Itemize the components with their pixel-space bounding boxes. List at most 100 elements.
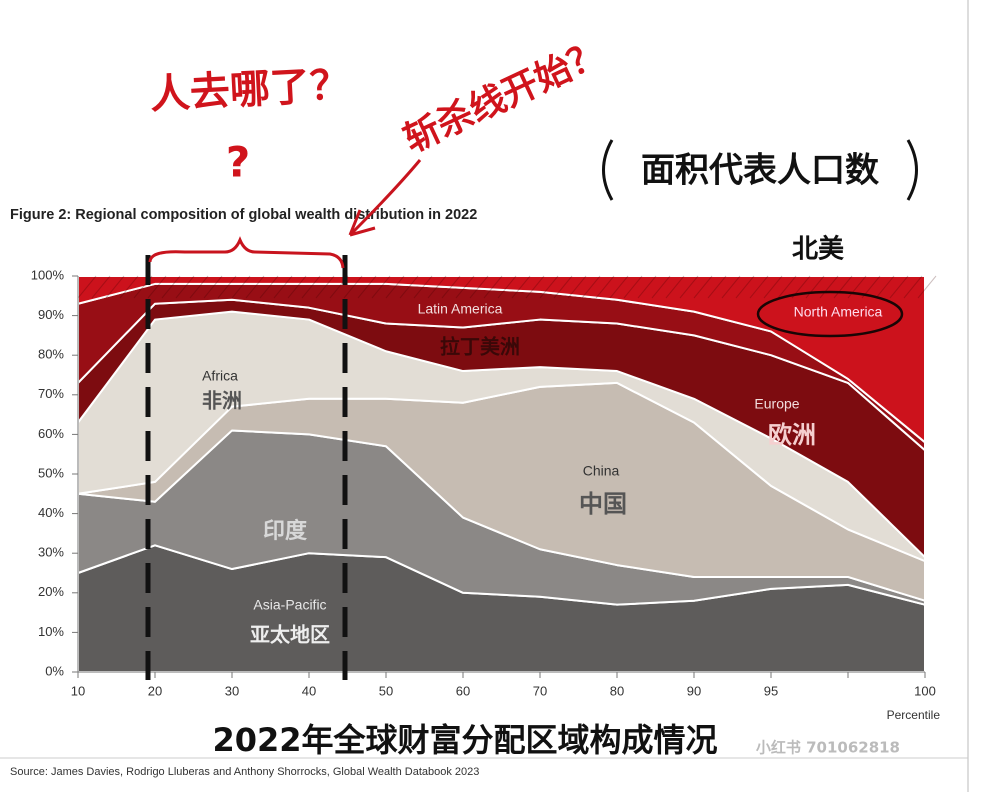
annotation: 亚太地区 <box>250 623 330 647</box>
series-label: Asia-Pacific <box>253 597 326 613</box>
series-label: Europe <box>754 396 799 412</box>
hatch-line <box>903 275 923 299</box>
x-tick-label: 60 <box>456 683 470 698</box>
y-tick-label: 0% <box>45 663 64 678</box>
hatch-line <box>917 275 937 299</box>
circle-mark <box>756 290 904 338</box>
annotation: ? <box>226 138 250 187</box>
plot-area: 0% 10% 20% 30% 40% 50% 60% 70% 80% 90% 100% 10 20 30 4… <box>31 267 937 698</box>
hatch-line <box>483 275 503 299</box>
annotation: 2022年全球财富分配区域构成情况 <box>212 721 717 759</box>
brace <box>148 236 345 269</box>
hatch-line <box>91 275 111 299</box>
hatch-line <box>301 275 321 299</box>
hatch-line <box>511 275 531 299</box>
hatch-line <box>203 275 223 299</box>
hatch-line <box>875 275 895 299</box>
hatch-line <box>833 275 853 299</box>
annotation: 人去哪了？ <box>149 62 351 118</box>
y-tick-label: 80% <box>38 347 64 362</box>
hatch-line <box>161 275 181 299</box>
parentheses <box>602 139 918 201</box>
x-tick-label: 80 <box>610 683 624 698</box>
y-tick-label: 90% <box>38 307 64 322</box>
hatch-line <box>539 275 559 299</box>
hatch-line <box>399 275 419 299</box>
annotation: 中国 <box>579 490 627 518</box>
x-tick-label: 10 <box>71 683 85 698</box>
hatch-line <box>777 275 797 299</box>
y-tick-label: 70% <box>38 386 64 401</box>
hatch-line <box>259 275 279 299</box>
hatch-line <box>595 275 615 299</box>
hatch-line <box>413 275 433 299</box>
arrow <box>348 159 422 237</box>
hatch-line <box>175 275 195 299</box>
y-tick-label: 30% <box>38 545 64 560</box>
annotation: 面积代表人口数 <box>641 151 879 191</box>
y-tick-label: 20% <box>38 584 64 599</box>
hatch-line <box>385 275 405 299</box>
hatch-line <box>721 275 741 299</box>
hatch-line <box>105 275 125 299</box>
hatch-line <box>735 275 755 299</box>
hatch-line <box>469 275 489 299</box>
hatch-line <box>245 275 265 299</box>
x-tick-label: 100 <box>914 683 936 698</box>
annotation: 北美 <box>792 234 844 265</box>
x-tick-label: 50 <box>379 683 393 698</box>
hatch-line <box>357 275 377 299</box>
annotation: 欧洲 <box>768 421 816 449</box>
hatching <box>77 275 937 299</box>
y-tick-label: 50% <box>38 465 64 480</box>
hatch-line <box>217 275 237 299</box>
source-note: Source: James Davies, Rodrigo Lluberas a… <box>10 766 479 778</box>
x-tick-label: 70 <box>533 683 547 698</box>
hatch-line <box>707 275 727 299</box>
annotation: 非洲 <box>202 389 242 413</box>
hatch-line <box>889 275 909 299</box>
y-tick-label: 60% <box>38 426 64 441</box>
hatch-line <box>581 275 601 299</box>
hatch-line <box>567 275 587 299</box>
y-tick-label: 10% <box>38 624 64 639</box>
hatch-line <box>147 275 167 299</box>
hatch-line <box>119 275 139 299</box>
x-tick-label: 40 <box>302 683 316 698</box>
hatch-line <box>553 275 573 299</box>
hatch-line <box>763 275 783 299</box>
hatch-line <box>455 275 475 299</box>
hatch-line <box>525 275 545 299</box>
series-label: Africa <box>202 368 238 384</box>
hatch-line <box>819 275 839 299</box>
hatch-line <box>623 275 643 299</box>
hatch-line <box>497 275 517 299</box>
hatch-line <box>273 275 293 299</box>
hatch-line <box>637 275 657 299</box>
hatch-line <box>343 275 363 299</box>
series-label: China <box>583 463 620 479</box>
x-tick-label: 90 <box>687 683 701 698</box>
hatch-line <box>371 275 391 299</box>
hatch-line <box>693 275 713 299</box>
hatch-line <box>847 275 867 299</box>
series-label: Latin America <box>418 301 503 317</box>
hatch-line <box>441 275 461 299</box>
hatch-line <box>315 275 335 299</box>
hatch-line <box>679 275 699 299</box>
hatch-line <box>749 275 769 299</box>
hatch-line <box>231 275 251 299</box>
series-label: North America <box>794 304 883 320</box>
annotation: 拉丁美洲 <box>440 335 520 359</box>
hatch-line <box>77 275 97 299</box>
x-axis-label: Percentile <box>887 708 941 722</box>
hatch-line <box>805 275 825 299</box>
x-tick-label: 95 <box>764 683 778 698</box>
x-tick-label: 30 <box>225 683 239 698</box>
hatch-line <box>287 275 307 299</box>
chart-title: Figure 2: Regional composition of global… <box>10 207 477 223</box>
hatch-line <box>665 275 685 299</box>
y-tick-label: 100% <box>31 267 65 282</box>
